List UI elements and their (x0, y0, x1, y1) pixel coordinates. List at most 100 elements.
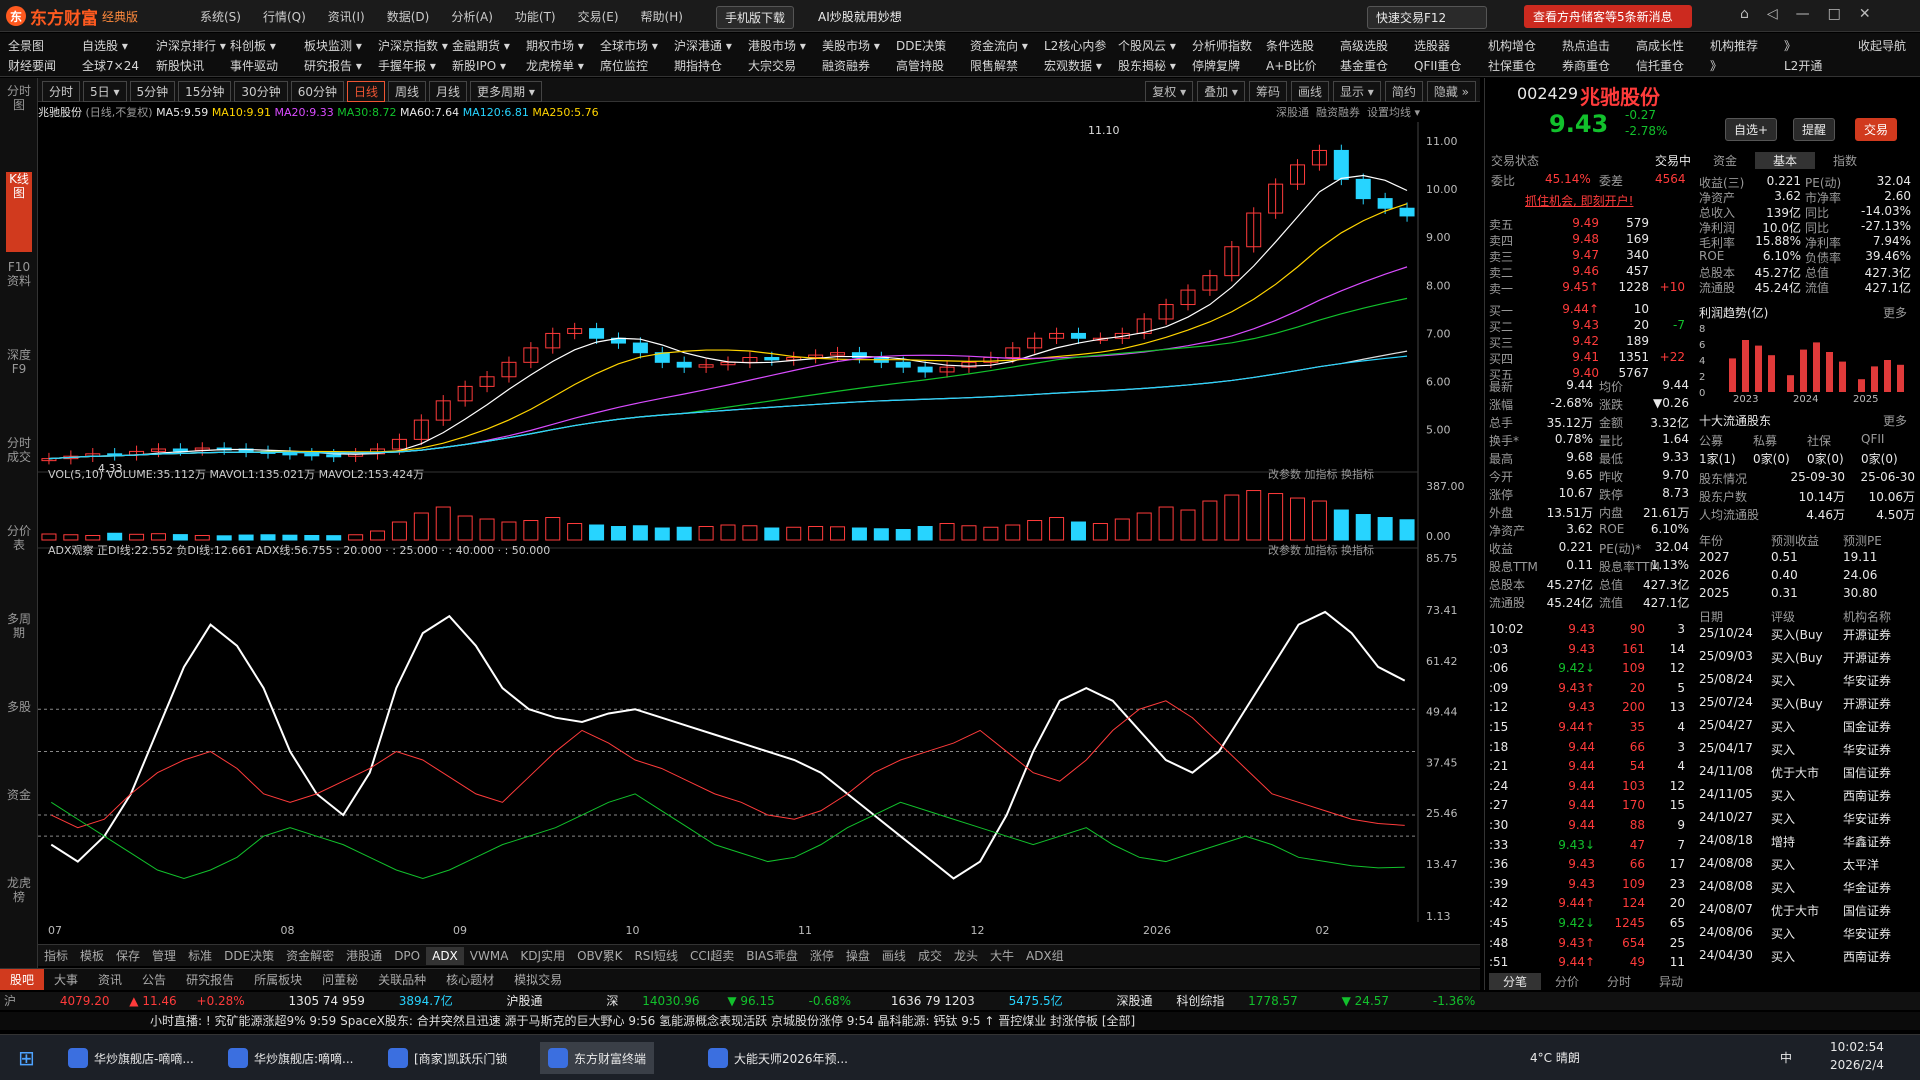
indicator-tab[interactable]: KDJ实用 (520, 949, 566, 963)
rating-cell[interactable]: 买入 (1771, 881, 1796, 895)
rating-cell[interactable]: 华安证券 (1843, 812, 1892, 826)
back-icon[interactable]: ◁ (1766, 6, 1778, 22)
indicator-tab[interactable]: ADX (426, 947, 464, 965)
news-tab[interactable]: 模拟交易 (514, 973, 563, 987)
nav-item[interactable]: 财经要闻 (8, 59, 57, 73)
indicator-tab[interactable]: DPO (394, 949, 421, 963)
indicator-tab[interactable]: 画线 (881, 949, 906, 963)
tick-tab[interactable]: 分价 (1555, 975, 1580, 989)
nav-item[interactable]: 限售解禁 (970, 59, 1019, 73)
rating-cell[interactable]: 买入 (1771, 789, 1796, 803)
period-tab[interactable]: 60分钟 (290, 81, 344, 102)
rating-cell[interactable]: 24/10/27 (1699, 810, 1753, 824)
close-icon[interactable]: ✕ (1858, 6, 1871, 22)
rating-cell[interactable]: 开源证券 (1843, 697, 1892, 711)
tick-tab[interactable]: 异动 (1659, 975, 1684, 989)
nav-item[interactable]: 停牌复牌 (1192, 59, 1241, 73)
nav-item[interactable]: 大宗交易 (748, 59, 797, 73)
mobile-download-button[interactable]: 手机版下载 (716, 6, 795, 29)
rating-cell[interactable]: 买入 (1771, 674, 1796, 688)
rating-cell[interactable]: 24/08/07 (1699, 902, 1753, 916)
rating-cell[interactable]: 增持 (1771, 835, 1796, 849)
nav-item[interactable]: A+B比价 (1266, 59, 1317, 73)
period-tab[interactable]: 30分钟 (234, 81, 288, 102)
nav-item[interactable]: 期权市场 ▾ (526, 39, 584, 53)
indicator-tab[interactable]: BIAS乖盘 (746, 949, 798, 963)
period-tab[interactable]: 分时 (42, 81, 81, 102)
indicator-tab[interactable]: RSI短线 (634, 949, 678, 963)
nav-item[interactable]: 宏观数据 ▾ (1044, 59, 1102, 73)
rail-tab[interactable]: F10资料 (6, 260, 31, 288)
rating-cell[interactable]: 25/08/24 (1699, 672, 1753, 686)
rating-cell[interactable]: 25/04/27 (1699, 718, 1753, 732)
rail-tab[interactable]: 深度F9 (6, 348, 31, 376)
chart-area[interactable]: 11.00 10.00 9.00 8.00 7.00 6.00 5.00 387.00 0.00… (38, 122, 1480, 942)
rail-tab[interactable]: 资金 (6, 788, 31, 802)
indicator-tab[interactable]: ADX组 (1025, 949, 1064, 963)
nav-item[interactable]: 自选股 ▾ (82, 39, 128, 53)
trade-button[interactable]: 交易 (1855, 118, 1898, 141)
home-icon[interactable]: ⌂ (1740, 6, 1749, 22)
nav-item[interactable]: DDE决策 (896, 39, 947, 53)
indicator-tab[interactable]: 龙头 (953, 949, 978, 963)
rating-cell[interactable]: 24/04/30 (1699, 948, 1753, 962)
period-tab[interactable]: 5日 ▾ (83, 81, 127, 102)
indicator-tab[interactable]: 指标 (44, 949, 69, 963)
indicator-tab[interactable]: 保存 (116, 949, 141, 963)
indicator-tab[interactable]: 资金解密 (286, 949, 335, 963)
nav-item[interactable]: 手握年报 ▾ (378, 59, 436, 73)
rating-cell[interactable]: 开源证券 (1843, 651, 1892, 665)
news-tab[interactable]: 问董秘 (322, 973, 359, 987)
ma-right-links[interactable]: 深股通 融资融券 设置均线 ▾ (1275, 106, 1420, 119)
nav-item[interactable]: 全球市场 ▾ (600, 39, 658, 53)
nav-item[interactable]: 个股风云 ▾ (1118, 39, 1176, 53)
open-account-link[interactable]: 抓住机会, 即刻开户! (1525, 194, 1634, 208)
rating-cell[interactable]: 25/04/17 (1699, 741, 1753, 755)
taskbar-app[interactable]: [商家]凯跃乐门锁 (380, 1042, 515, 1074)
rail-tab[interactable]: 多周期 (6, 612, 31, 640)
taskbar-app[interactable]: 华炒旗舰店:嘀嘀... (220, 1042, 362, 1074)
nav-item[interactable]: 高级选股 (1340, 39, 1389, 53)
indicator-tab[interactable]: 港股通 (346, 949, 383, 963)
rating-cell[interactable]: 华安证券 (1843, 674, 1892, 688)
nav-item[interactable]: L2核心内参 (1044, 39, 1107, 53)
nav-item[interactable]: 资金流向 ▾ (970, 39, 1028, 53)
period-tab[interactable]: 15分钟 (178, 81, 232, 102)
nav-item[interactable]: 板块监测 ▾ (304, 39, 362, 53)
menu-item[interactable]: 数据(D) (386, 10, 430, 24)
indicator-tab[interactable]: 管理 (152, 949, 177, 963)
rating-cell[interactable]: 国信证券 (1843, 904, 1892, 918)
nav-item[interactable]: 信托重仓 (1636, 59, 1685, 73)
chart-tool-button[interactable]: 画线 (1290, 81, 1329, 102)
rating-cell[interactable]: 25/09/03 (1699, 649, 1753, 663)
menu-item[interactable]: 行情(Q) (262, 10, 306, 24)
indicator-tab[interactable]: VWMA (469, 949, 509, 963)
nav-item[interactable]: 机构推荐 (1710, 39, 1759, 53)
alert-button[interactable]: 提醒 (1793, 118, 1836, 141)
rating-cell[interactable]: 买入(Buy (1771, 628, 1823, 642)
rating-cell[interactable]: 西南证券 (1843, 789, 1892, 803)
nav-item[interactable]: 沪深港通 ▾ (674, 39, 732, 53)
quick-trade-button[interactable]: 快速交易F12 (1367, 6, 1487, 29)
indicator-tab[interactable]: CCI超卖 (689, 949, 735, 963)
menu-item[interactable]: 分析(A) (451, 10, 493, 24)
nav-item[interactable]: 沪深京指数 ▾ (378, 39, 448, 53)
news-tab[interactable]: 核心题材 (446, 973, 495, 987)
minimize-icon[interactable]: — (1795, 6, 1810, 22)
nav-item[interactable]: 龙虎榜单 ▾ (526, 59, 584, 73)
rating-cell[interactable]: 24/11/05 (1699, 787, 1753, 801)
period-tab[interactable]: 5分钟 (129, 81, 176, 102)
period-tab[interactable]: 周线 (388, 81, 427, 102)
rail-tab[interactable]: 多股 (6, 700, 31, 714)
nav-item[interactable]: 热点追击 (1562, 39, 1611, 53)
rating-cell[interactable]: 国信证券 (1843, 766, 1892, 780)
nav-item[interactable]: 全球7×24 (82, 59, 139, 73)
nav-item[interactable]: 席位监控 (600, 59, 649, 73)
rating-cell[interactable]: 24/08/08 (1699, 856, 1753, 870)
rail-tab[interactable]: K线图 (6, 172, 32, 252)
nav-item[interactable]: 》 (1784, 39, 1797, 53)
menu-item[interactable]: 系统(S) (200, 10, 241, 24)
rating-cell[interactable]: 买入 (1771, 812, 1796, 826)
tick-tab[interactable]: 分笔 (1489, 973, 1542, 990)
rating-cell[interactable]: 太平洋 (1843, 858, 1880, 872)
